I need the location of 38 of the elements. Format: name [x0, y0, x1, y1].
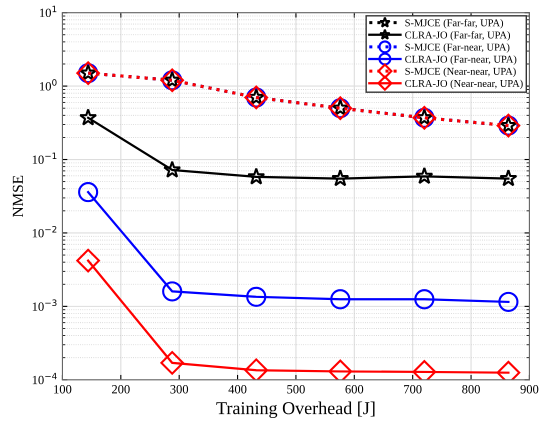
y-tick-label: 10$^{1}$ — [40, 6, 56, 18]
x-tick-label: 700 — [404, 385, 422, 394]
x-tick-label: 200 — [112, 385, 130, 394]
point — [499, 169, 518, 186]
point — [498, 292, 518, 312]
legend-label: CLRA-JO (Far-near, UPA) — [405, 55, 516, 65]
x-tick-label: 300 — [170, 385, 188, 394]
legend-label: S-MJCE (Far-far, UPA) — [405, 18, 504, 28]
y-tick-label: 10$^{−3}$ — [32, 299, 57, 311]
y-tick-label: 10$^{0}$ — [40, 79, 57, 91]
x-tick-label: 500 — [287, 385, 305, 394]
point — [247, 168, 266, 185]
point — [244, 358, 268, 380]
point — [160, 351, 184, 375]
x-tick-label: 400 — [228, 385, 246, 394]
x-tick-label: 100 — [54, 385, 72, 394]
point — [79, 108, 98, 126]
y-tick-label: 10$^{−2}$ — [32, 226, 56, 238]
x-tick-label: 800 — [462, 385, 480, 394]
point — [246, 286, 266, 307]
legend-label: S-MJCE (Near-near, UPA) — [405, 68, 516, 77]
point — [331, 169, 350, 186]
legend-label: S-MJCE (Far-near, UPA) — [405, 43, 510, 53]
legend-label: CLRA-JO (Near-near, UPA) — [405, 80, 523, 90]
y-axis-title: NMSE — [12, 176, 24, 218]
point — [78, 182, 98, 202]
legend-label: CLRA-JO (Far-far, UPA) — [405, 31, 510, 41]
x-tick-label: 900 — [520, 385, 538, 394]
x-axis-title: Training Overhead [J] — [216, 402, 374, 418]
point — [163, 160, 182, 178]
x-tick-label: 600 — [345, 385, 364, 394]
point — [415, 166, 434, 184]
point — [76, 248, 100, 272]
point — [162, 281, 182, 302]
y-tick-label: 10$^{−1}$ — [32, 152, 56, 164]
point — [414, 289, 434, 310]
point — [330, 289, 350, 310]
y-tick-label: 10$^{−4}$ — [32, 372, 57, 384]
